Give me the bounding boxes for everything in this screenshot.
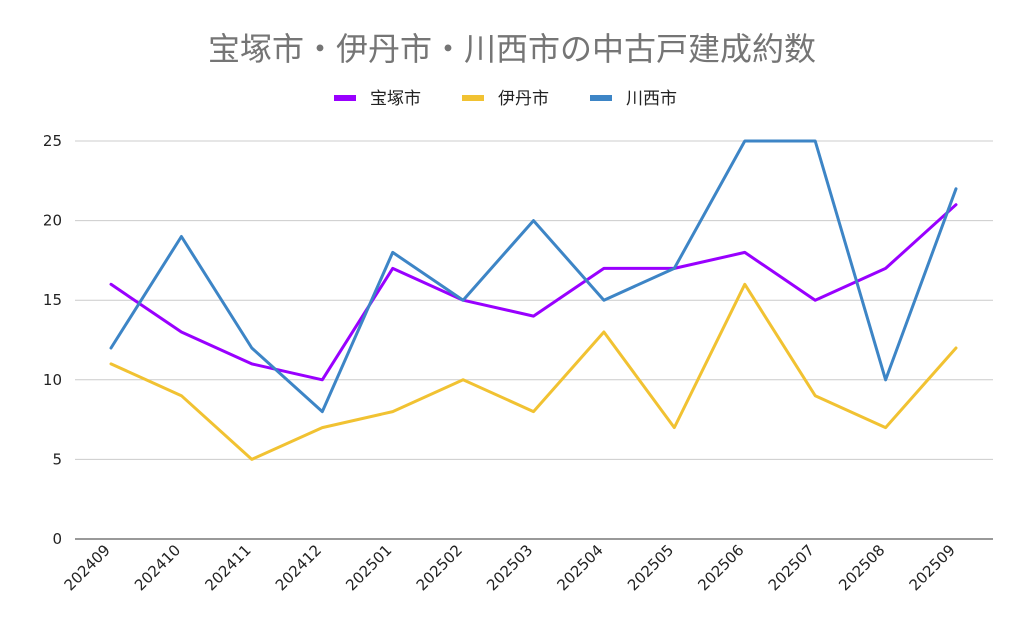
y-tick-label: 10	[43, 371, 62, 389]
x-tick-label: 202411	[201, 541, 254, 594]
y-tick-label: 5	[52, 450, 62, 468]
series-line	[109, 139, 958, 414]
series-lines	[109, 139, 958, 461]
x-tick-label: 202509	[906, 541, 959, 594]
legend-swatch	[334, 95, 356, 101]
legend-item: 宝塚市	[334, 89, 421, 109]
x-tick-label: 202502	[413, 541, 466, 594]
x-tick-label: 202409	[61, 541, 114, 594]
x-tick-label: 202507	[765, 541, 818, 594]
x-tick-label: 202505	[624, 541, 677, 594]
legend-label: 伊丹市	[498, 89, 549, 109]
legend-item: 川西市	[590, 89, 677, 109]
x-tick-label: 202410	[131, 541, 184, 594]
x-axis: 202409 202410 202411 202412 202501 202502 2025…	[61, 541, 959, 594]
x-tick-label: 202508	[835, 541, 888, 594]
x-tick-label: 202506	[694, 541, 747, 594]
x-tick-label: 202504	[554, 541, 607, 594]
series-line	[109, 282, 958, 461]
y-tick-label: 25	[43, 132, 62, 150]
series-line	[109, 203, 958, 382]
x-tick-label: 202501	[342, 541, 395, 594]
y-tick-label: 0	[52, 530, 62, 548]
legend-swatch	[590, 95, 612, 101]
x-tick-label: 202412	[272, 541, 325, 594]
legend-label: 川西市	[626, 89, 677, 109]
legend: 宝塚市 伊丹市 川西市	[334, 89, 677, 109]
x-tick-label: 202503	[483, 541, 536, 594]
legend-label: 宝塚市	[370, 89, 421, 109]
legend-swatch	[462, 95, 484, 101]
y-tick-label: 20	[43, 212, 62, 230]
y-tick-label: 15	[43, 291, 62, 309]
y-axis: 0 5 10 15 20 25	[43, 132, 62, 548]
legend-item: 伊丹市	[462, 89, 549, 109]
chart-title: 宝塚市・伊丹市・川西市の中古戸建成約数	[208, 30, 816, 68]
gridlines	[75, 140, 993, 540]
